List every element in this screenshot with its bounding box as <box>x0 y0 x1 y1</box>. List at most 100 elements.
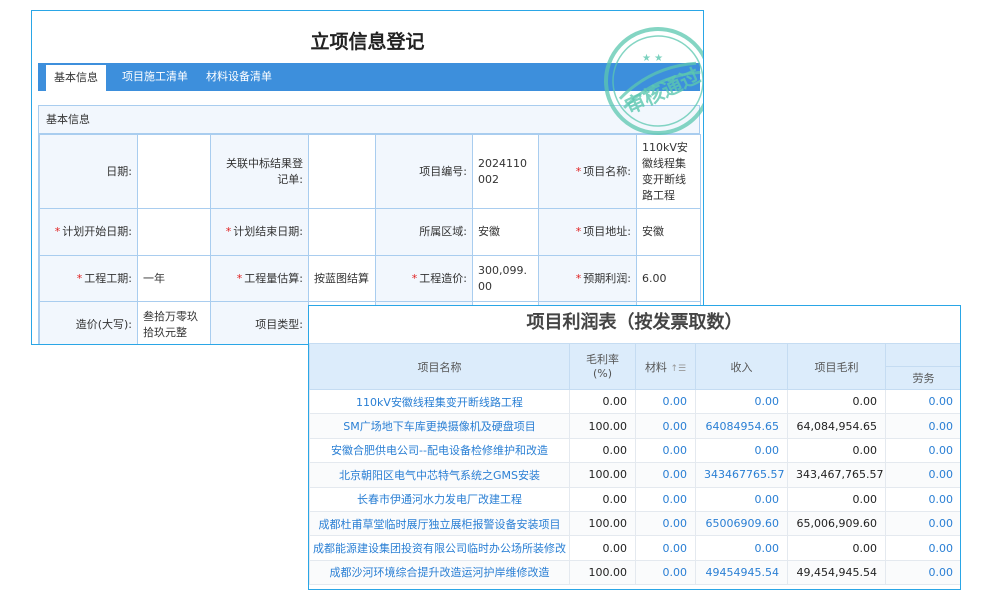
labor-value[interactable]: 0.00 <box>885 535 960 561</box>
profit-table-title: 项目利润表（按发票取数） <box>526 312 743 333</box>
field-label-text: 项目编号: <box>419 164 467 178</box>
field-label-text: 工程量估算: <box>244 271 303 285</box>
field-label-text: 计划结束日期: <box>233 225 303 238</box>
field-value[interactable]: 安徽 <box>472 208 539 256</box>
material-value[interactable]: 0.00 <box>635 437 696 464</box>
section-title: 基本信息 <box>39 106 699 134</box>
field-label: * 计划结束日期: <box>210 208 309 256</box>
income-value[interactable]: 64084954.65 <box>695 413 788 439</box>
field-value[interactable]: 2024110002 <box>472 134 539 209</box>
project-name-link[interactable]: 成都沙河环境综合提升改造运河护岸维修改造 <box>309 559 570 586</box>
field-label: 项目类型: <box>210 301 309 344</box>
material-value[interactable]: 0.00 <box>635 462 696 488</box>
field-label: * 项目地址: <box>538 208 637 256</box>
field-value[interactable]: 叁拾万零玖拾玖元整 <box>137 301 211 344</box>
required-marker: * <box>575 164 582 178</box>
svg-text:★ ★: ★ ★ <box>642 53 663 64</box>
income-value[interactable]: 343467765.57 <box>695 462 788 488</box>
material-value[interactable]: 0.00 <box>635 510 696 537</box>
tab-bar: 基本信息 项目施工清单 材料设备清单 <box>38 63 700 91</box>
sort-icon[interactable]: ↑☰ <box>670 363 687 374</box>
material-value[interactable]: 0.00 <box>635 486 696 512</box>
field-value[interactable]: 6.00 <box>636 255 701 302</box>
project-name-link[interactable]: 安徽合肥供电公司--配电设备检修维护和改造 <box>309 437 570 464</box>
field-value[interactable]: 一年 <box>137 255 211 302</box>
form-row: * 计划开始日期: * 计划结束日期: 所属区域: 安徽 * 项目地址: 安徽 <box>39 208 701 256</box>
header-project-name[interactable]: 项目名称 <box>309 343 570 390</box>
required-marker: * <box>54 225 61 238</box>
tab-materials-list[interactable]: 材料设备清单 <box>206 70 272 83</box>
field-value[interactable] <box>308 208 376 256</box>
material-value[interactable]: 0.00 <box>635 413 696 439</box>
income-value[interactable]: 0.00 <box>695 486 788 512</box>
field-label: * 工程造价: <box>375 255 473 302</box>
material-value[interactable]: 0.00 <box>635 559 696 586</box>
header-labor[interactable]: 劳务 <box>885 366 960 390</box>
field-label-text: 项目地址: <box>583 225 631 238</box>
field-value[interactable]: 按蓝图结算 <box>308 255 376 302</box>
field-label-text: 项目类型: <box>255 317 303 331</box>
project-name-link[interactable]: 成都杜甫草堂临时展厅独立展柜报警设备安装项目 <box>309 510 570 537</box>
project-name-link[interactable]: SM广场地下车库更换摄像机及硬盘项目 <box>309 413 570 439</box>
income-value[interactable]: 0.00 <box>695 437 788 464</box>
field-label: * 工程工期: <box>39 255 138 302</box>
header-material[interactable]: 材料 ↑☰ <box>635 343 696 390</box>
header-group-empty <box>885 343 960 367</box>
field-label: * 项目名称: <box>538 134 637 209</box>
income-value[interactable]: 49454945.54 <box>695 559 788 586</box>
field-value[interactable] <box>137 208 211 256</box>
labor-value[interactable]: 0.00 <box>885 462 960 488</box>
field-label-text: 工程造价: <box>419 271 467 285</box>
field-label: 关联中标结果登记单: <box>210 134 309 209</box>
gross-profit-value: 64,084,954.65 <box>787 413 886 439</box>
labor-value[interactable]: 0.00 <box>885 437 960 464</box>
form-row: * 工程工期: 一年 * 工程量估算: 按蓝图结算 * 工程造价: 300,099.00 * 预期利… <box>39 255 701 302</box>
table-row: 安徽合肥供电公司--配电设备检修维护和改造 0.00 0.00 0.00 0.00 0.0… <box>309 437 960 464</box>
field-value[interactable]: 安徽 <box>636 208 701 256</box>
field-value[interactable]: 110kV安徽线程集变开断线路工程 <box>636 134 701 209</box>
tab-basic-info[interactable]: 基本信息 <box>46 65 106 91</box>
project-name-link[interactable]: 成都能源建设集团投资有限公司临时办公场所装修改 <box>309 535 570 561</box>
header-income[interactable]: 收入 <box>695 343 788 390</box>
gross-margin-rate: 0.00 <box>569 388 636 415</box>
gross-profit-value: 0.00 <box>787 535 886 561</box>
required-marker: * <box>76 271 83 285</box>
field-label: 造价(大写): <box>39 301 138 344</box>
required-marker: * <box>236 271 243 285</box>
material-value[interactable]: 0.00 <box>635 388 696 415</box>
header-gross-margin-rate[interactable]: 毛利率(%) <box>569 343 636 390</box>
labor-value[interactable]: 0.00 <box>885 413 960 439</box>
labor-value[interactable]: 0.00 <box>885 486 960 512</box>
header-material-label: 材料 <box>644 360 667 374</box>
tab-construction-list[interactable]: 项目施工清单 <box>122 70 188 83</box>
field-value[interactable] <box>137 134 211 209</box>
required-marker: * <box>225 225 232 238</box>
labor-value[interactable]: 0.00 <box>885 559 960 586</box>
project-name-link[interactable]: 北京朝阳区电气中芯特气系统之GMS安装 <box>309 462 570 488</box>
project-registration-window: 立项信息登记 基本信息 项目施工清单 材料设备清单 基本信息 日期: 关联中标结果… <box>31 10 704 345</box>
gross-profit-value: 0.00 <box>787 388 886 415</box>
field-value[interactable] <box>308 134 376 209</box>
income-value[interactable]: 65006909.60 <box>695 510 788 537</box>
gross-margin-rate: 0.00 <box>569 437 636 464</box>
required-marker: * <box>575 225 582 238</box>
income-value[interactable]: 0.00 <box>695 388 788 415</box>
field-label-text: 关联中标结果登记单: <box>226 156 303 186</box>
field-label-text: 计划开始日期: <box>62 225 132 238</box>
project-name-link[interactable]: 长春市伊通河水力发电厂改建工程 <box>309 486 570 512</box>
field-label-text: 日期: <box>106 164 132 178</box>
field-value[interactable]: 300,099.00 <box>472 255 539 302</box>
field-label: * 计划开始日期: <box>39 208 138 256</box>
form-row: 日期: 关联中标结果登记单: 项目编号: 2024110002 * 项目名称: 110kV安… <box>39 134 701 209</box>
gross-margin-rate: 100.00 <box>569 462 636 488</box>
material-value[interactable]: 0.00 <box>635 535 696 561</box>
project-name-link[interactable]: 110kV安徽线程集变开断线路工程 <box>309 388 570 415</box>
header-gross-profit[interactable]: 项目毛利 <box>787 343 886 390</box>
income-value[interactable]: 0.00 <box>695 535 788 561</box>
gross-profit-value: 65,006,909.60 <box>787 510 886 537</box>
labor-value[interactable]: 0.00 <box>885 510 960 537</box>
labor-value[interactable]: 0.00 <box>885 388 960 415</box>
page-title: 立项信息登记 <box>310 31 425 53</box>
table-row: 成都能源建设集团投资有限公司临时办公场所装修改 0.00 0.00 0.00 0.00 0… <box>309 535 960 561</box>
field-label: * 预期利润: <box>538 255 637 302</box>
